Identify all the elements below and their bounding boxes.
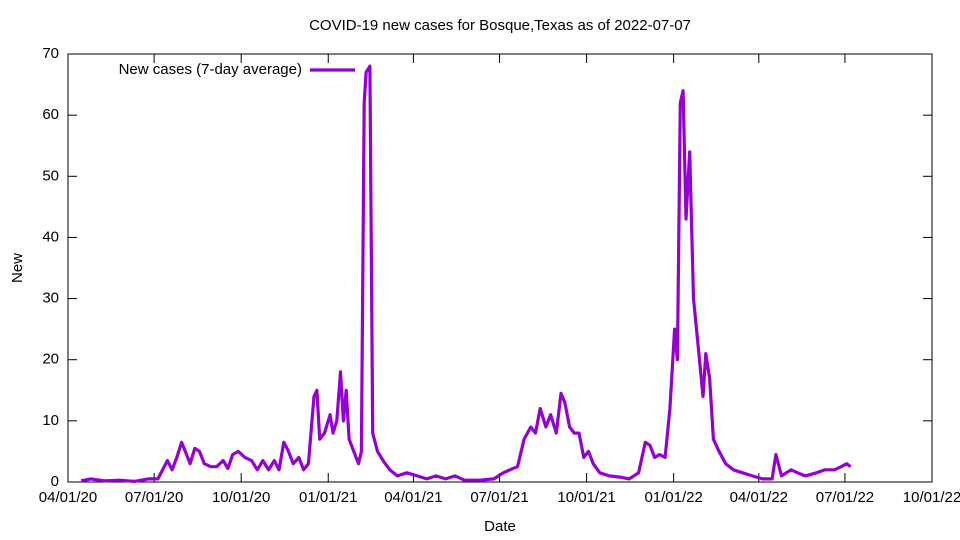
y-tick-label: 10 (42, 412, 59, 429)
y-axis-label: New (9, 253, 26, 283)
x-axis-label: Date (484, 518, 516, 535)
y-tick-label: 70 (42, 45, 59, 62)
y-tick-label: 30 (42, 290, 59, 307)
plot-frame (67, 53, 933, 483)
data-line (80, 64, 852, 483)
x-tick-label: 04/01/22 (730, 489, 788, 506)
chart-title: COVID-19 new cases for Bosque,Texas as o… (309, 17, 691, 34)
x-tick-label: 01/01/21 (299, 489, 357, 506)
x-tick-label: 07/01/20 (125, 489, 183, 506)
x-tick-label: 10/01/21 (557, 489, 615, 506)
y-tick-label: 0 (51, 473, 59, 490)
x-tick-label: 07/01/22 (816, 489, 874, 506)
legend-label: New cases (7-day average) (119, 61, 302, 78)
x-tick-label: 04/01/21 (384, 489, 442, 506)
x-tick-label: 04/01/20 (39, 489, 97, 506)
x-tick-label: 01/01/22 (644, 489, 702, 506)
x-tick-label: 10/01/20 (212, 489, 270, 506)
x-tick-label: 07/01/21 (470, 489, 528, 506)
y-tick-label: 50 (42, 167, 59, 184)
y-tick-label: 60 (42, 106, 59, 123)
y-tick-label: 20 (42, 351, 59, 368)
x-tick-label: 10/01/22 (903, 489, 960, 506)
y-tick-label: 40 (42, 228, 59, 245)
